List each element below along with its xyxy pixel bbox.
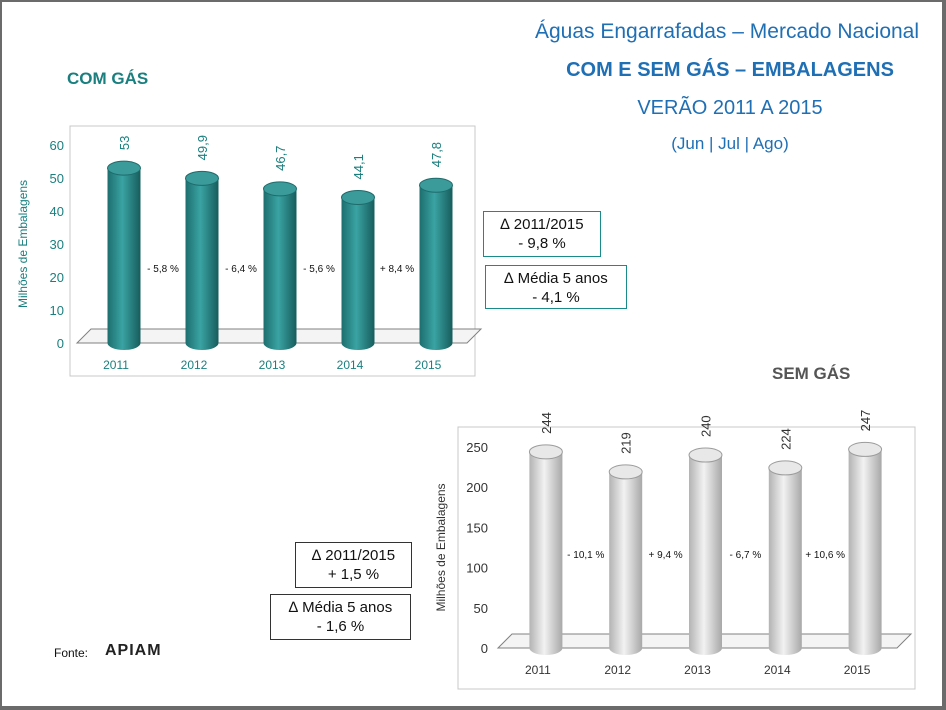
sem-gas-average-title: ∆ Média 5 anos <box>288 599 393 616</box>
com-gas-change-label: - 6,4 % <box>225 264 257 275</box>
sem-gas-value-label: 244 <box>539 412 554 434</box>
sem-gas-change-label: + 10,6 % <box>805 550 845 561</box>
com-gas-category-label: 2012 <box>181 358 208 372</box>
sem-gas-value-label: 240 <box>699 415 714 437</box>
sem-gas-change-label: - 10,1 % <box>567 550 604 561</box>
com-gas-bar <box>341 197 375 350</box>
com-gas-value-label: 44,1 <box>351 154 366 179</box>
sem-gas-value-label: 224 <box>778 428 793 450</box>
com-gas-value-label: 47,8 <box>429 142 444 167</box>
sem-gas-category-label: 2015 <box>844 663 871 677</box>
sem-gas-delta-value: + 1,5 % <box>327 566 380 583</box>
com-gas-bar-cap <box>107 160 141 176</box>
com-gas-average-box: ∆ Média 5 anos - 4,1 % <box>485 265 627 309</box>
sem-gas-bar-cap <box>528 444 563 460</box>
sem-gas-y-tick-label: 150 <box>466 520 488 535</box>
com-gas-change-label: + 8,4 % <box>380 264 414 275</box>
sem-gas-bar <box>848 449 882 656</box>
com-gas-bar-cap <box>419 177 453 193</box>
com-gas-y-tick-label: 10 <box>50 303 64 318</box>
sem-gas-value-label: 247 <box>858 410 873 432</box>
sem-gas-bar-cap <box>608 464 643 480</box>
sem-gas-y-axis-label: Milhões de Embalagens <box>434 483 448 611</box>
com-gas-value-label: 53 <box>117 136 132 150</box>
com-gas-category-label: 2013 <box>259 358 286 372</box>
com-gas-average-title: ∆ Média 5 anos <box>504 270 608 287</box>
com-gas-y-tick-label: 20 <box>50 270 64 285</box>
sem-gas-bar-cap <box>768 460 803 476</box>
com-gas-y-tick-label: 30 <box>50 237 64 252</box>
com-gas-delta-box: ∆ 2011/2015 - 9,8 % <box>483 211 601 257</box>
source-label: Fonte: <box>54 646 89 660</box>
com-gas-bar <box>263 188 297 350</box>
com-gas-y-tick-label: 60 <box>50 138 64 153</box>
com-gas-value-label: 49,9 <box>195 135 210 160</box>
sem-gas-average-box: ∆ Média 5 anos - 1,6 % <box>270 594 411 640</box>
sem-gas-bar-cap <box>688 447 723 463</box>
sem-gas-bar <box>768 467 802 656</box>
com-gas-y-tick-label: 50 <box>50 171 64 186</box>
sem-gas-title: SEM GÁS <box>772 364 851 383</box>
com-gas-title: COM GÁS <box>67 69 149 88</box>
com-gas-bar <box>185 178 219 350</box>
com-gas-bar-cap <box>185 170 219 186</box>
com-gas-delta-value: - 9,8 % <box>518 235 566 252</box>
sem-gas-plot-frame <box>457 426 916 690</box>
com-gas-category-label: 2015 <box>415 358 442 372</box>
sem-gas-average-value: - 1,6 % <box>316 618 365 635</box>
sem-gas-y-tick-label: 50 <box>474 601 488 616</box>
com-gas-change-label: - 5,8 % <box>147 264 179 275</box>
com-gas-value-label: 46,7 <box>273 146 288 171</box>
com-gas-category-label: 2011 <box>103 358 129 372</box>
sem-gas-y-tick-label: 0 <box>481 641 488 656</box>
com-gas-change-label: - 5,6 % <box>303 264 335 275</box>
sem-gas-y-tick-label: 250 <box>466 440 488 455</box>
apiam-logo-text: APIAM <box>105 642 162 659</box>
months-label: (Jun | Jul | Ago) <box>671 134 789 153</box>
sem-gas-delta-box: ∆ 2011/2015 + 1,5 % <box>295 542 412 588</box>
com-gas-average-value: - 4,1 % <box>532 289 580 306</box>
sem-gas-category-label: 2014 <box>764 663 791 677</box>
sem-gas-category-label: 2013 <box>684 663 711 677</box>
com-gas-category-label: 2014 <box>337 358 364 372</box>
com-gas-bar-cap <box>263 181 297 197</box>
com-gas-y-tick-label: 40 <box>50 204 64 219</box>
sem-gas-y-tick-label: 100 <box>466 561 488 576</box>
slide-subtitle: COM E SEM GÁS – EMBALAGENS <box>566 59 894 81</box>
sem-gas-change-label: - 6,7 % <box>730 550 762 561</box>
sem-gas-bar <box>689 455 722 656</box>
com-gas-bar-cap <box>341 189 375 205</box>
com-gas-y-tick-label: 0 <box>57 336 64 351</box>
com-gas-y-axis-label: Milhões de Embalagens <box>16 180 30 308</box>
sem-gas-bar <box>529 451 563 656</box>
sem-gas-value-label: 219 <box>619 432 634 454</box>
sem-gas-category-label: 2011 <box>525 663 551 677</box>
sem-gas-change-label: + 9,4 % <box>648 550 682 561</box>
apiam-logo: APIAM <box>105 642 162 660</box>
sem-gas-bar <box>609 471 643 656</box>
com-gas-delta-title: ∆ 2011/2015 <box>500 216 584 233</box>
com-gas-bar <box>107 168 141 350</box>
sem-gas-category-label: 2012 <box>604 663 631 677</box>
sem-gas-delta-title: ∆ 2011/2015 <box>311 547 396 564</box>
period-title: VERÃO 2011 A 2015 <box>637 97 823 119</box>
sem-gas-bar-cap <box>848 441 883 457</box>
com-gas-bar <box>419 185 453 350</box>
sem-gas-y-tick-label: 200 <box>466 480 488 495</box>
slide-title: Águas Engarrafadas – Mercado Nacional <box>534 20 920 43</box>
